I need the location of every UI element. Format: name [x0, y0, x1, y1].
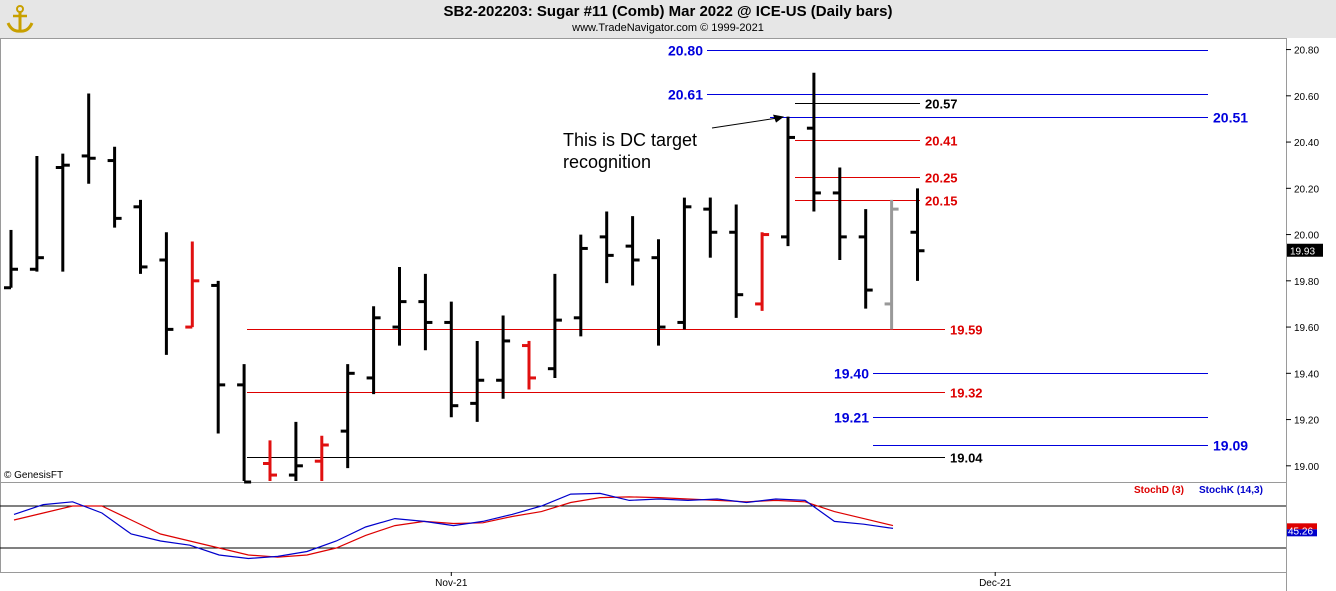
stoch-k-legend: StochK (14,3)	[1199, 485, 1263, 496]
last-price-label: 19.93	[1290, 246, 1315, 257]
level-label: 19.40	[834, 366, 869, 382]
price-axis: 20.80 20.60 20.40 20.20 20.00 19.80 19.60 19.40…	[1286, 46, 1319, 473]
annotation-arrow-line	[711, 117, 781, 129]
ohlc-bars	[4, 72, 925, 484]
ohlc-bar	[729, 204, 744, 318]
level-label: 20.51	[1213, 110, 1248, 126]
ohlc-bar	[444, 301, 459, 418]
price-tick-label: 20.40	[1294, 138, 1319, 149]
time-tick-label: Dec-21	[979, 578, 1012, 589]
level-label: 20.57	[925, 97, 958, 112]
ohlc-bar	[133, 199, 148, 274]
level-label: 20.80	[668, 43, 703, 59]
chart-subtitle: www.TradeNavigator.com © 1999-2021	[572, 22, 764, 34]
anchor-logo-icon	[6, 5, 34, 33]
level-label: 20.41	[925, 134, 958, 149]
levels: 20.80 20.61 20.57 20.51 20.41 20.25 20.15 19.59…	[247, 43, 1248, 466]
price-tick-label: 20.20	[1294, 184, 1319, 195]
stoch-value-box-d	[1287, 523, 1317, 530]
price-tick-label: 19.20	[1294, 416, 1319, 427]
price-tick-label: 20.60	[1294, 92, 1319, 103]
ohlc-bar	[340, 364, 355, 469]
ohlc-bar	[884, 199, 899, 330]
copyright-label: © GenesisFT	[4, 470, 63, 481]
ohlc-bar	[522, 340, 536, 390]
ohlc-bar	[599, 211, 614, 284]
ohlc-bar	[703, 197, 718, 258]
stoch-value-label: 45.26	[1288, 526, 1313, 537]
stoch-d-legend: StochD (3)	[1134, 485, 1184, 496]
ohlc-bar	[470, 340, 485, 422]
ohlc-bar	[29, 155, 44, 272]
level-label: 19.09	[1213, 438, 1248, 454]
level-label: 19.32	[950, 386, 983, 401]
ohlc-bar	[806, 72, 821, 212]
ohlc-bar	[651, 239, 666, 346]
price-tick-label: 19.80	[1294, 277, 1319, 288]
ohlc-bar	[81, 93, 96, 184]
ohlc-bar	[107, 146, 122, 228]
ohlc-bar	[547, 273, 562, 378]
price-tick-label: 19.60	[1294, 323, 1319, 334]
ohlc-bar	[858, 209, 873, 309]
stoch-k-line	[13, 492, 894, 560]
ohlc-bar	[159, 232, 174, 355]
price-tick-label: 19.40	[1294, 369, 1319, 380]
time-tick-label: Nov-21	[435, 578, 468, 589]
title-bar	[0, 0, 1336, 38]
ohlc-bar	[392, 266, 407, 346]
chart-title: SB2-202203: Sugar #11 (Comb) Mar 2022 @ …	[443, 3, 893, 20]
price-tick-label: 20.00	[1294, 231, 1319, 242]
annotation-text: This is DC target	[563, 130, 697, 150]
stoch-pane-frame	[0, 482, 1287, 573]
price-tick-label: 19.00	[1294, 462, 1319, 473]
ohlc-bar	[677, 197, 692, 330]
stoch-d-line	[13, 496, 894, 558]
ohlc-bar	[55, 153, 70, 272]
price-tick-label: 20.80	[1294, 46, 1319, 57]
ohlc-bar	[288, 421, 303, 481]
ohlc-bar	[185, 241, 200, 329]
price-axis-bg	[1287, 39, 1336, 482]
ohlc-bar	[496, 315, 511, 399]
level-label: 19.21	[834, 410, 869, 426]
ohlc-bar	[366, 306, 381, 395]
ohlc-bar	[910, 188, 925, 281]
ohlc-bar	[237, 364, 252, 484]
ohlc-bar	[263, 440, 277, 481]
level-label: 20.15	[925, 194, 958, 209]
ohlc-bar	[832, 167, 847, 260]
ohlc-bar	[625, 216, 640, 286]
annotation-arrowhead	[773, 114, 784, 123]
last-price-box	[1287, 243, 1323, 257]
ohlc-bar	[314, 435, 329, 481]
annotation-text: recognition	[563, 152, 651, 172]
level-label: 20.61	[668, 87, 703, 103]
ohlc-bar	[755, 232, 770, 311]
ohlc-bar	[211, 280, 226, 434]
ohlc-bar	[418, 273, 433, 351]
level-label: 20.25	[925, 171, 958, 186]
ohlc-bar	[4, 229, 18, 290]
ohlc-bar	[781, 116, 795, 247]
stoch-value-box-k	[1287, 529, 1317, 537]
level-label: 19.04	[950, 451, 983, 466]
ohlc-bar	[573, 234, 588, 337]
level-label: 19.59	[950, 323, 983, 338]
